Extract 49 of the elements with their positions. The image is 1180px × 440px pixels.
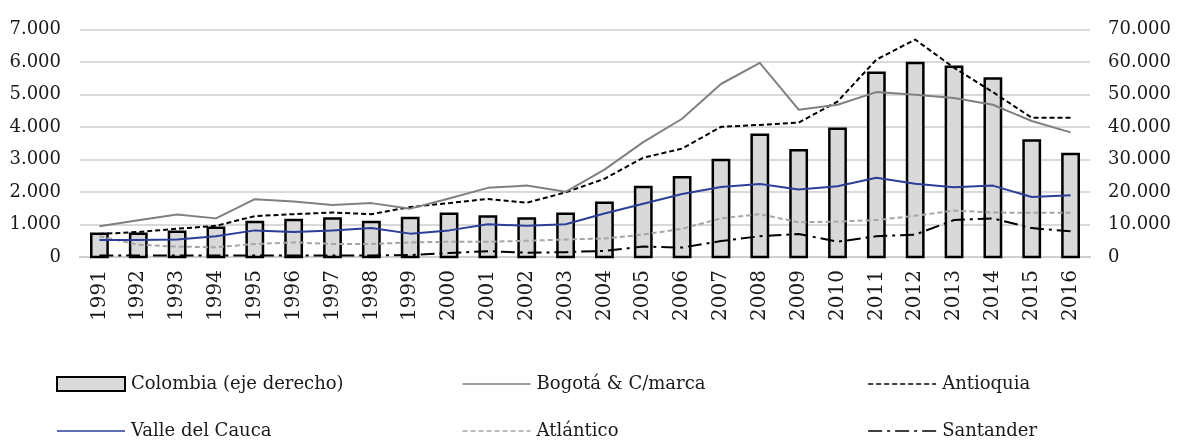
x-tick-label: 2015: [1017, 270, 1042, 321]
x-tick-label: 1998: [357, 270, 382, 321]
x-tick-label: 2010: [823, 270, 848, 321]
y2-tick-label: 30.000: [1108, 147, 1171, 169]
x-tick-label: 1994: [202, 270, 227, 321]
y2-tick-label: 10.000: [1108, 212, 1171, 234]
legend-label: Antioquia: [941, 371, 1031, 393]
y2-tick-label: 70.000: [1108, 17, 1171, 39]
y2-tick-label: 0: [1108, 244, 1120, 266]
x-tick-label: 1995: [241, 270, 266, 321]
x-tick-label: 1991: [85, 270, 110, 321]
x-tick-label: 2000: [435, 270, 460, 321]
legend-label: Colombia (eje derecho): [131, 371, 344, 393]
y2-tick-label: 20.000: [1108, 179, 1171, 201]
y-tick-label: 6.000: [9, 49, 61, 71]
x-tick-label: 2005: [629, 270, 654, 321]
x-tick-label: 2004: [590, 270, 615, 321]
x-tick-label: 2001: [474, 270, 499, 321]
x-tick-label: 1997: [318, 270, 343, 321]
x-tick-label: 2007: [707, 270, 732, 321]
legend-label: Bogotá & C/marca: [536, 371, 706, 393]
x-tick-label: 1999: [396, 270, 421, 321]
x-tick-label: 2014: [979, 270, 1004, 321]
x-tick-label: 1996: [279, 270, 304, 321]
y-tick-label: 3.000: [9, 147, 61, 169]
x-tick-label: 2011: [862, 270, 887, 321]
x-tick-label: 2016: [1056, 270, 1081, 321]
y2-tick-label: 50.000: [1108, 82, 1171, 104]
legend-label: Valle del Cauca: [130, 418, 272, 440]
x-tick-label: 1992: [124, 270, 149, 321]
y-tick-label: 5.000: [9, 82, 61, 104]
y-tick-label: 1.000: [9, 212, 61, 234]
x-tick-label: 1993: [163, 270, 188, 321]
legend-label: Santander: [942, 418, 1038, 440]
x-tick-label: 2009: [784, 270, 809, 321]
y-tick-label: 0: [49, 244, 61, 266]
x-tick-label: 2006: [668, 270, 693, 321]
y-tick-label: 7.000: [9, 17, 61, 39]
y2-tick-label: 60.000: [1108, 49, 1171, 71]
line-series: [98, 209, 1072, 249]
y-tick-label: 2.000: [9, 179, 61, 201]
x-tick-label: 2008: [746, 270, 771, 321]
x-tick-label: 2013: [940, 270, 965, 321]
x-tick-label: 2003: [551, 270, 576, 321]
x-tick-label: 2012: [901, 270, 926, 321]
x-tick-label: 2002: [512, 270, 537, 321]
legend-label: Atlántico: [535, 418, 619, 440]
y2-tick-label: 40.000: [1108, 114, 1171, 136]
y-tick-label: 4.000: [9, 114, 61, 136]
